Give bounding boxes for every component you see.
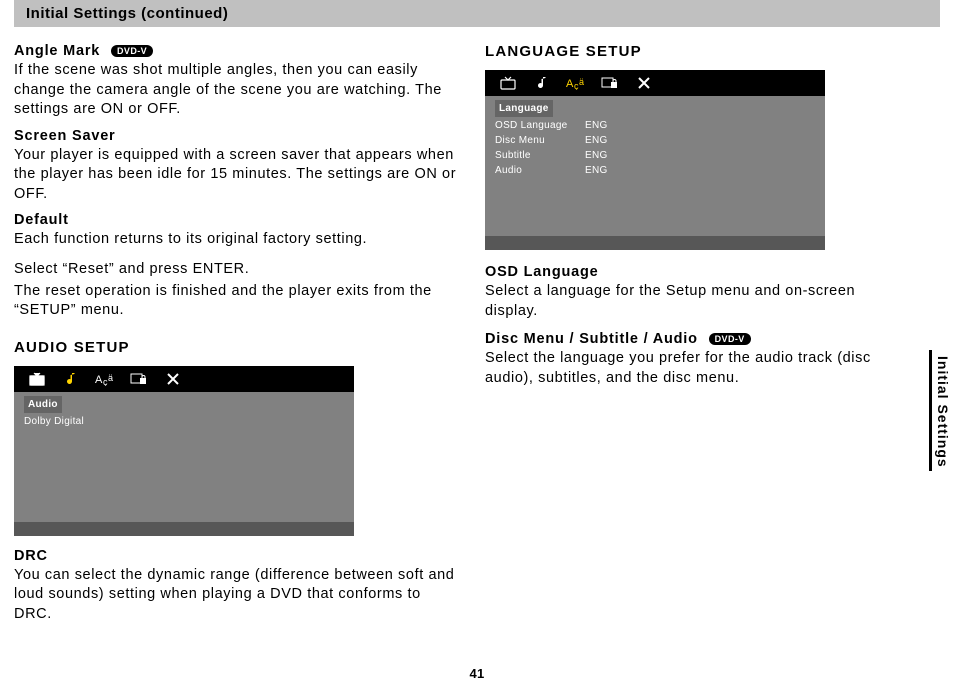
audio-menu-header: Audio	[24, 396, 62, 413]
music-note-icon[interactable]	[54, 366, 88, 392]
language-setup-title: LANGUAGE SETUP	[485, 43, 912, 60]
lang-row-label: OSD Language	[495, 118, 585, 133]
music-note-icon[interactable]	[525, 70, 559, 96]
side-tab-label: Initial Settings	[935, 356, 951, 468]
dvd-v-badge: DVD-V	[111, 45, 153, 57]
language-icon[interactable]: Açä	[559, 70, 593, 96]
close-icon[interactable]	[156, 366, 190, 392]
lang-row-value: ENG	[585, 118, 608, 133]
disc-menu-title: Disc Menu / Subtitle / Audio	[485, 331, 698, 347]
drc-title: DRC	[14, 548, 459, 564]
left-column: Angle Mark DVD-V If the scene was shot m…	[14, 35, 477, 624]
disc-menu-body: Select the language you prefer for the a…	[485, 349, 912, 388]
audio-menu-body: Audio Dolby Digital	[14, 392, 354, 522]
lang-menu-row[interactable]: Subtitle ENG	[495, 148, 825, 163]
lang-row-label: Subtitle	[495, 148, 585, 163]
angle-mark-title: Angle Mark	[14, 43, 100, 59]
default-body1: Each function returns to its original fa…	[14, 230, 459, 250]
audio-row-label: Dolby Digital	[24, 414, 114, 429]
lang-row-value: ENG	[585, 133, 608, 148]
audio-tab-row: Açä	[14, 366, 354, 392]
lang-menu-body: Language OSD Language ENG Disc Menu ENG …	[485, 96, 825, 236]
svg-text:A: A	[566, 78, 574, 90]
page-header: Initial Settings (continued)	[14, 0, 940, 27]
angle-mark-body: If the scene was shot multiple angles, t…	[14, 61, 459, 120]
language-icon[interactable]: Açä	[88, 366, 122, 392]
close-icon[interactable]	[627, 70, 661, 96]
default-title: Default	[14, 212, 459, 228]
page-number: 41	[469, 666, 484, 681]
osd-language-title: OSD Language	[485, 264, 912, 280]
right-column: LANGUAGE SETUP Açä La	[477, 35, 940, 624]
angle-mark-heading: Angle Mark DVD-V	[14, 43, 459, 59]
svg-text:ä: ä	[108, 373, 113, 383]
header-title: Initial Settings (continued)	[26, 5, 228, 22]
disc-menu-heading: Disc Menu / Subtitle / Audio DVD-V	[485, 331, 912, 347]
dvd-v-badge: DVD-V	[709, 333, 751, 345]
audio-setup-title: AUDIO SETUP	[14, 339, 459, 356]
lang-menu-row[interactable]: OSD Language ENG	[495, 118, 825, 133]
lang-row-label: Disc Menu	[495, 133, 585, 148]
lang-screen-strip	[485, 236, 825, 250]
drc-body: You can select the dynamic range (differ…	[14, 566, 459, 625]
lang-row-value: ENG	[585, 163, 608, 178]
lang-menu-row[interactable]: Disc Menu ENG	[495, 133, 825, 148]
side-tab: Initial Settings	[929, 350, 954, 471]
audio-screen-strip	[14, 522, 354, 536]
lang-menu-header: Language	[495, 100, 553, 117]
lang-row-label: Audio	[495, 163, 585, 178]
lock-icon[interactable]	[593, 70, 627, 96]
tv-icon[interactable]	[20, 366, 54, 392]
audio-menu-row[interactable]: Dolby Digital	[24, 414, 354, 429]
page-body: Angle Mark DVD-V If the scene was shot m…	[0, 35, 954, 624]
screen-saver-body: Your player is equipped with a screen sa…	[14, 146, 459, 205]
audio-setup-screen: Açä Audio Dolby Digital	[14, 366, 354, 536]
lang-tab-row: Açä	[485, 70, 825, 96]
default-body2: Select “Reset” and press ENTER.	[14, 260, 459, 280]
svg-text:ä: ä	[579, 77, 584, 87]
lock-icon[interactable]	[122, 366, 156, 392]
default-body3: The reset operation is finished and the …	[14, 282, 459, 321]
lang-row-value: ENG	[585, 148, 608, 163]
osd-language-body: Select a language for the Setup menu and…	[485, 282, 912, 321]
lang-menu-row[interactable]: Audio ENG	[495, 163, 825, 178]
tv-icon[interactable]	[491, 70, 525, 96]
svg-text:A: A	[95, 374, 103, 386]
language-setup-screen: Açä Language OSD Language ENG Disc Menu …	[485, 70, 825, 250]
screen-saver-title: Screen Saver	[14, 128, 459, 144]
